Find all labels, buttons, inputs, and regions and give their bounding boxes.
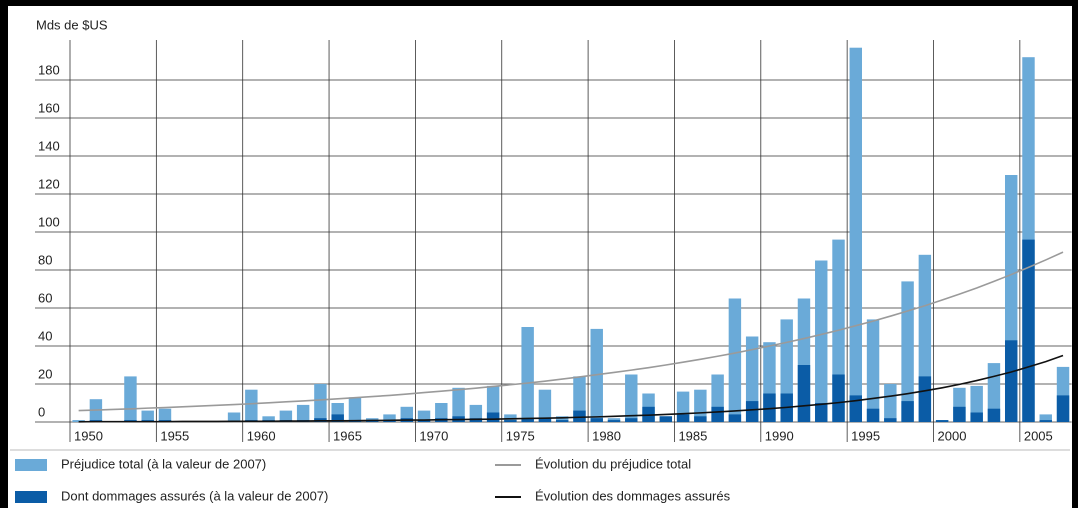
bar (158, 408, 172, 422)
y-tick-label: 0 (38, 404, 45, 419)
bar (935, 420, 949, 422)
bar (884, 384, 897, 422)
x-tick-label: 2000 (938, 428, 967, 443)
y-tick-label: 120 (38, 176, 60, 191)
bar (745, 401, 759, 422)
x-tick-label: 1990 (765, 428, 794, 443)
bar (538, 418, 552, 422)
bar (141, 410, 154, 422)
bar (866, 408, 880, 422)
bar (555, 416, 569, 422)
bar (348, 397, 362, 422)
bar (314, 384, 327, 422)
bar (607, 420, 621, 422)
bar (573, 410, 586, 422)
bar (1022, 239, 1035, 422)
bar (469, 404, 483, 422)
frame-left (0, 0, 8, 508)
bar (555, 420, 569, 422)
bar (659, 416, 673, 422)
bar (763, 393, 776, 422)
bar (521, 327, 534, 422)
bar (901, 281, 914, 422)
bar (745, 336, 759, 422)
bar (711, 406, 724, 422)
trend-line (78, 251, 1064, 412)
bar (901, 401, 914, 422)
x-tick-label: 1955 (160, 428, 189, 443)
bar (866, 319, 880, 422)
y-tick-label: 20 (38, 366, 52, 381)
bar (676, 414, 690, 422)
x-tick-label: 1965 (333, 428, 362, 443)
bar (538, 389, 552, 422)
x-tick-label: 1995 (851, 428, 880, 443)
legend-label: Évolution des dommages assurés (535, 488, 731, 503)
bar (1039, 420, 1052, 422)
bar (625, 374, 638, 422)
legend-swatch (15, 459, 47, 471)
y-axis-label: Mds de $US (36, 17, 108, 32)
bar (1004, 340, 1018, 422)
bar (953, 406, 966, 422)
legend-swatch (15, 491, 47, 503)
bar (417, 420, 431, 422)
bar (815, 403, 828, 422)
bar (694, 389, 707, 422)
bar (590, 418, 603, 422)
bar (849, 47, 863, 422)
bar (1056, 395, 1070, 422)
bar (625, 418, 638, 422)
trend-line (78, 354, 1064, 423)
bar (832, 374, 845, 422)
y-tick-label: 160 (38, 100, 60, 115)
y-tick-label: 60 (38, 290, 52, 305)
y-tick-label: 100 (38, 214, 60, 229)
bar (331, 414, 344, 422)
bar (452, 387, 465, 422)
bar (970, 412, 983, 422)
bar (797, 365, 811, 422)
bar (383, 414, 396, 422)
legend-label: Évolution du préjudice total (535, 456, 691, 471)
y-tick-label: 80 (38, 252, 52, 267)
y-tick-label: 40 (38, 328, 52, 343)
x-tick-label: 1980 (592, 428, 621, 443)
bar (918, 376, 932, 422)
x-tick-label: 1950 (74, 428, 103, 443)
x-tick-label: 1970 (419, 428, 448, 443)
bar (504, 420, 517, 422)
bar (279, 410, 293, 422)
bar (124, 376, 137, 422)
bar (486, 412, 500, 422)
x-tick-label: 1985 (678, 428, 707, 443)
bar (227, 412, 241, 422)
bar (245, 389, 258, 422)
bar (815, 260, 828, 422)
y-tick-label: 180 (38, 62, 60, 77)
legend-label: Dont dommages assurés (à la valeur de 20… (61, 488, 328, 503)
bar (728, 414, 742, 422)
y-tick-label: 140 (38, 138, 60, 153)
x-tick-label: 2005 (1024, 428, 1053, 443)
bar (435, 403, 448, 422)
bar (417, 410, 431, 422)
bar (728, 298, 742, 422)
bar (1039, 414, 1052, 422)
bar (987, 408, 1001, 422)
frame-right (1072, 0, 1078, 508)
x-tick-label: 1960 (247, 428, 276, 443)
bar (694, 416, 707, 422)
x-tick-label: 1975 (506, 428, 535, 443)
bar (849, 395, 863, 422)
bar (296, 404, 310, 422)
bar (262, 416, 275, 422)
legend-label: Préjudice total (à la valeur de 2007) (61, 456, 266, 471)
bar (884, 418, 897, 422)
frame-top (0, 0, 1078, 6)
bar (521, 418, 534, 422)
